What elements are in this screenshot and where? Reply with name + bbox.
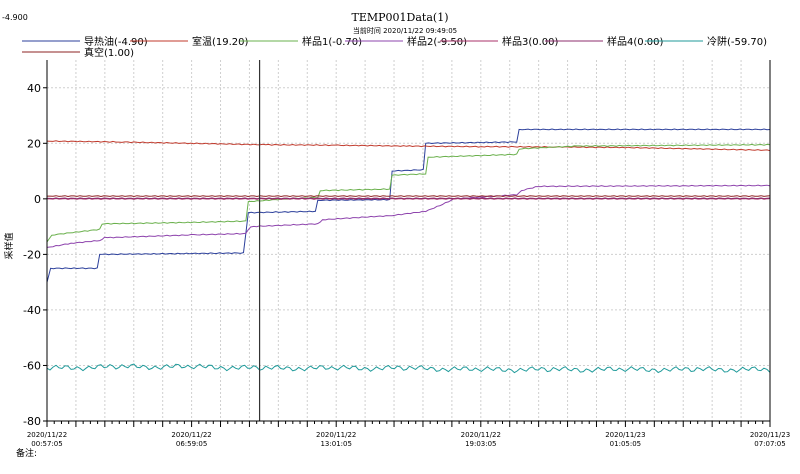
y-tick-label-4: 0: [34, 193, 41, 206]
y-axis-label: 采样值: [3, 232, 15, 259]
top-left-value: -4.900: [2, 13, 28, 22]
chart-title: TEMP001Data(1): [352, 11, 449, 24]
legend-label-5: 样品4(0.00): [607, 35, 664, 48]
y-tick-label-3: -20: [23, 248, 41, 261]
x-tick-label-date-0: 2020/11/22: [27, 431, 67, 439]
series-line-2: [46, 143, 771, 243]
x-tick-label-date-1: 2020/11/22: [171, 431, 211, 439]
legend-label-6: 冷阱(-59.70): [707, 35, 767, 48]
x-tick-label-time-0: 00:57:05: [31, 440, 62, 448]
legend-label-3: 样品2(-9.50): [407, 35, 467, 48]
x-tick-label-time-5: 07:07:05: [754, 440, 785, 448]
legend: 导热油(-4.90) 室温(19.20) 样品1(-0.70) 样品2(-9.50) 样…: [22, 35, 767, 59]
y-tick-label-2: -40: [23, 304, 41, 317]
legend-label-2: 样品1(-0.70): [302, 35, 362, 48]
legend-label-4: 样品3(0.00): [502, 35, 559, 48]
y-tick-label-1: -60: [23, 359, 41, 372]
y-tick-label-6: 40: [27, 82, 41, 95]
legend-label-7: 真空(1.00): [84, 46, 134, 59]
series-line-6: [46, 363, 771, 374]
note-label: 备注:: [16, 447, 37, 459]
x-tick-label-date-5: 2020/11/23: [750, 431, 790, 439]
legend-label-0: 导热油(-4.90): [84, 35, 148, 48]
x-tick-label-date-4: 2020/11/23: [605, 431, 645, 439]
x-tick-label-time-3: 19:03:05: [465, 440, 496, 448]
series-line-0: [46, 128, 771, 283]
x-tick-label-time-2: 13:01:05: [320, 440, 351, 448]
series-line-7: [47, 195, 771, 198]
series-line-5: [46, 197, 771, 200]
axes: -80-60-40-20020402020/11/2200:57:052020/…: [23, 60, 790, 448]
x-tick-label-time-1: 06:59:05: [176, 440, 207, 448]
x-tick-label-date-2: 2020/11/22: [316, 431, 356, 439]
chart-subtitle: 当前时间 2020/11/22 09:49:05: [353, 26, 457, 35]
y-tick-label-5: 20: [27, 137, 41, 150]
x-tick-label-time-4: 01:05:05: [610, 440, 641, 448]
x-tick-label-date-3: 2020/11/22: [461, 431, 501, 439]
series-line-3: [46, 184, 771, 248]
y-tick-label-0: -80: [23, 415, 41, 428]
series-line-1: [46, 140, 771, 152]
series-group: [46, 128, 771, 374]
legend-label-1: 室温(19.20): [192, 35, 249, 48]
